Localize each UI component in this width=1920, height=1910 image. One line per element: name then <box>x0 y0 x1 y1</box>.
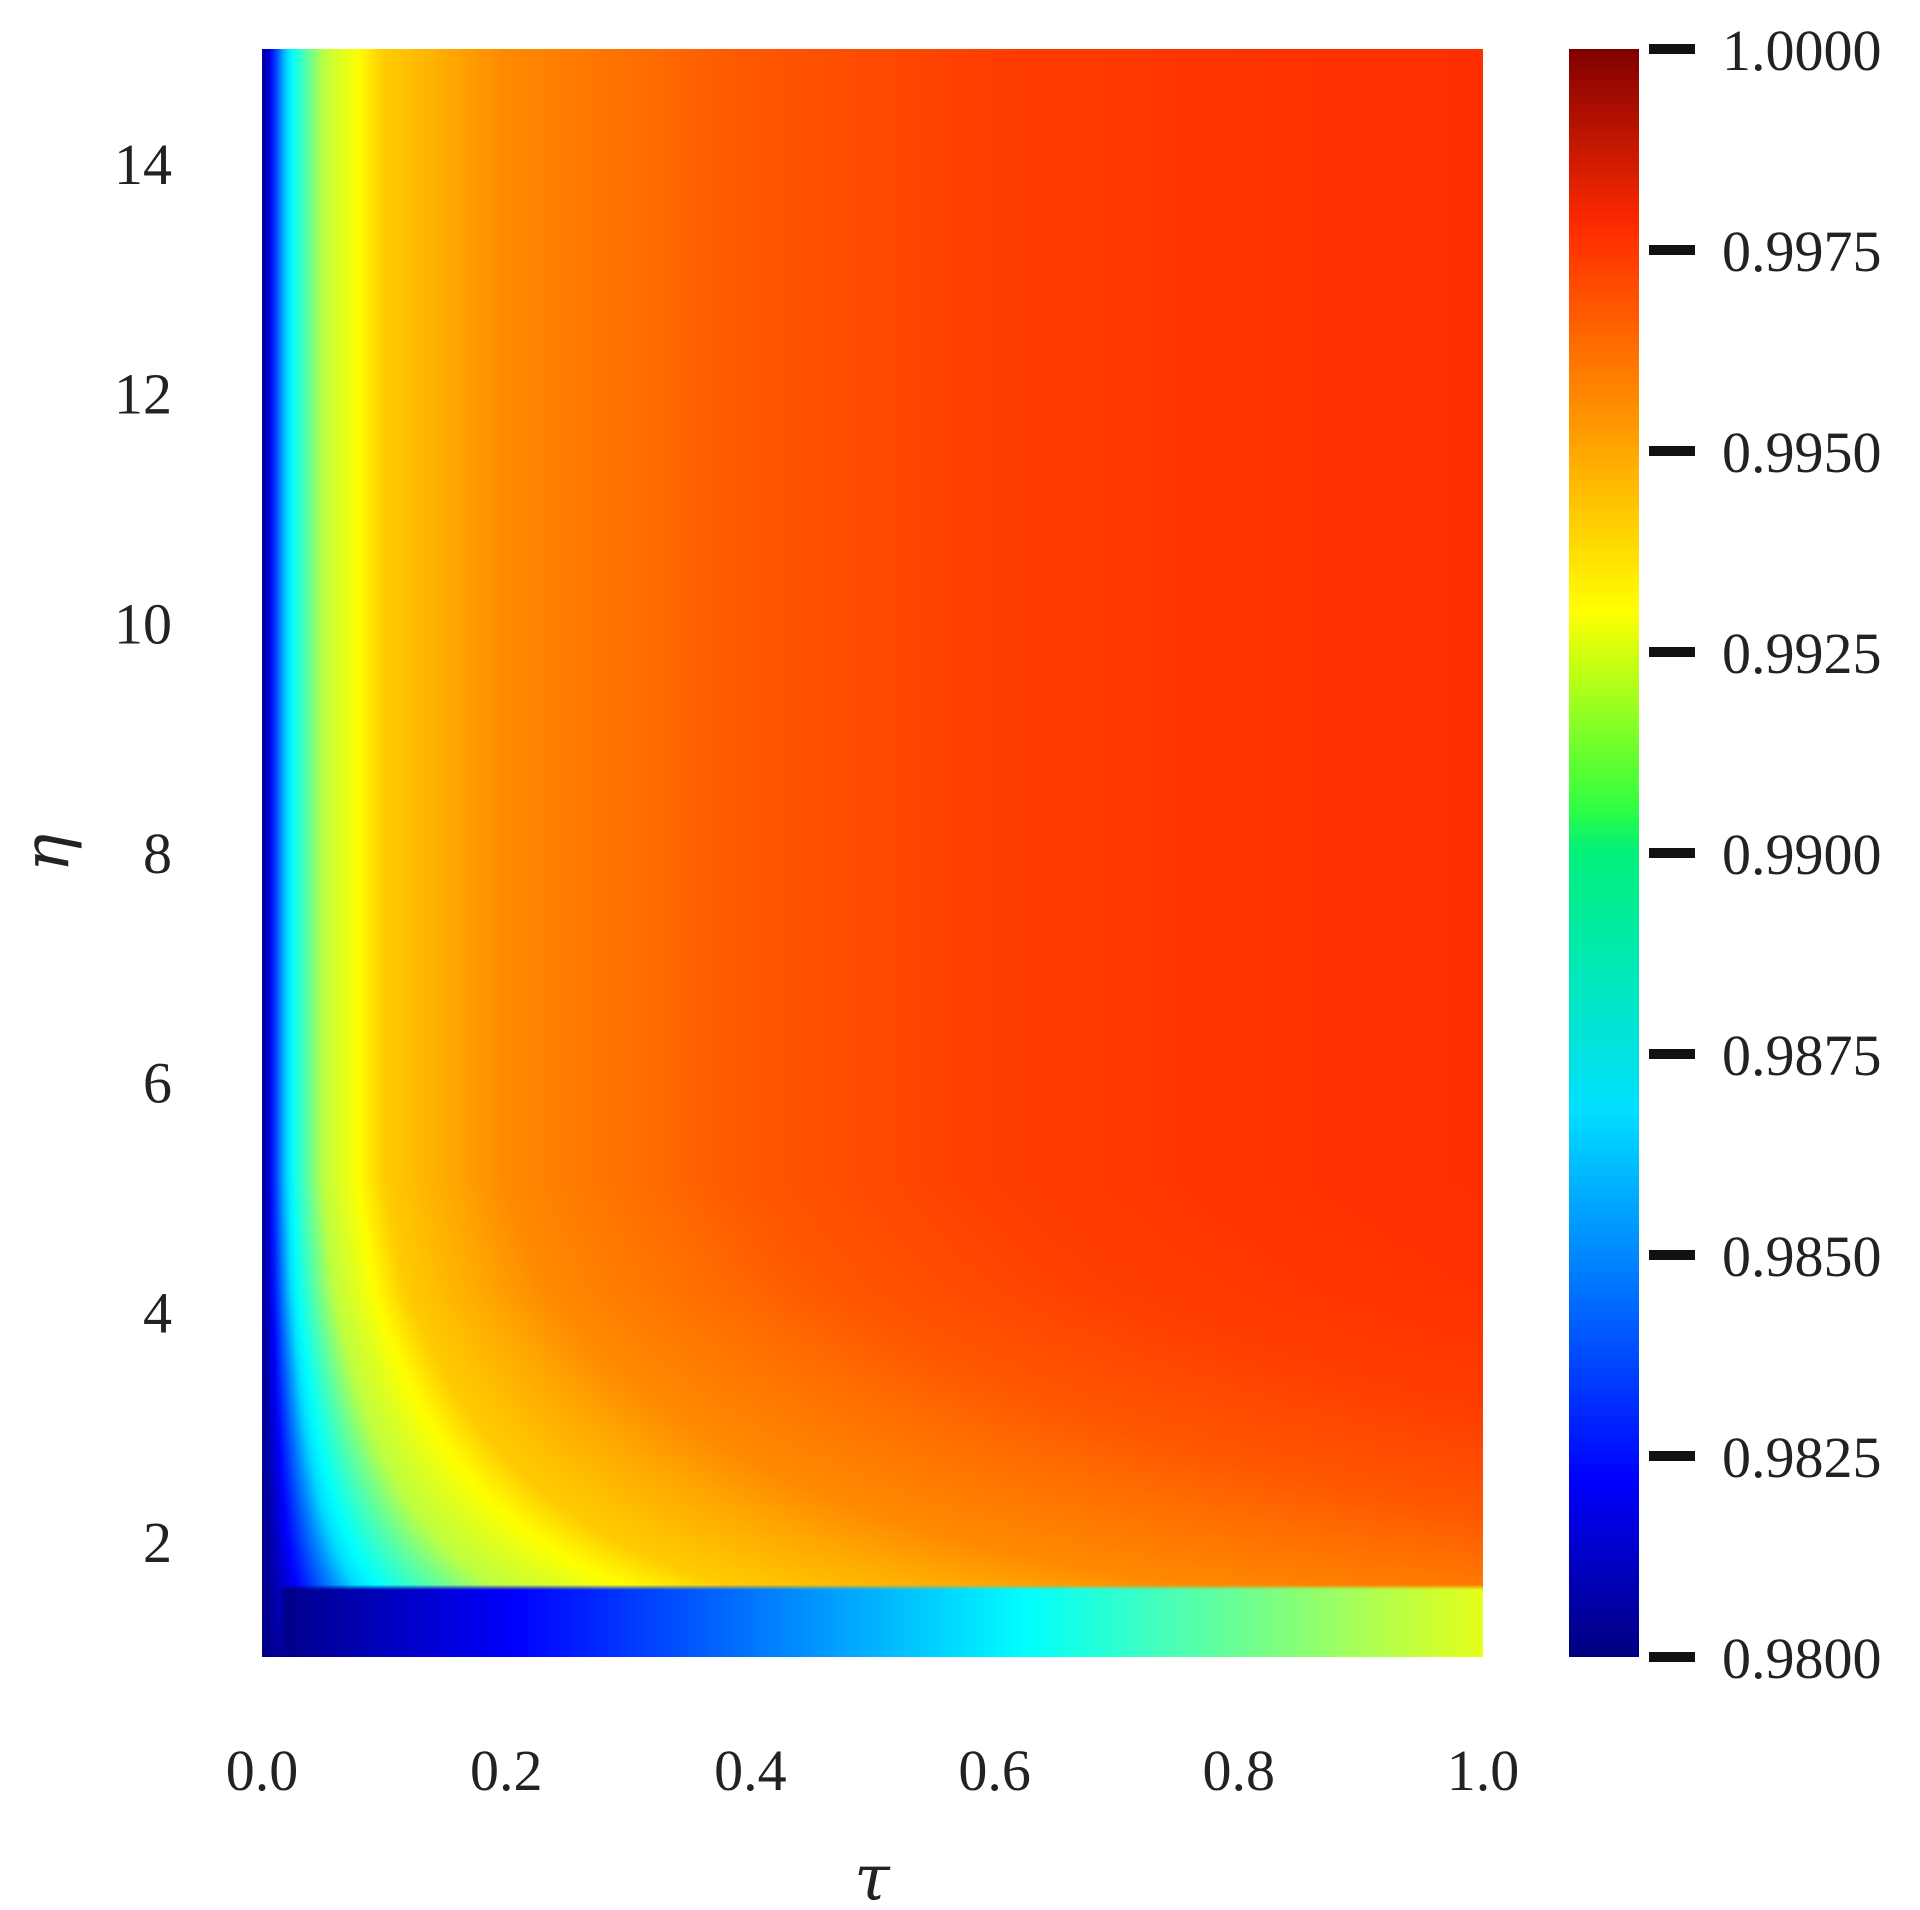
y-tick-label: 10 <box>114 591 172 656</box>
colorbar-tick-label: 0.9900 <box>1722 822 1882 887</box>
y-tick-label: 8 <box>143 821 172 886</box>
heatmap-field <box>262 49 1483 1657</box>
colorbar-tick-label: 0.9800 <box>1722 1626 1882 1691</box>
colorbar-tick-label: 0.9825 <box>1722 1425 1882 1490</box>
x-axis-label: τ <box>854 1842 891 1910</box>
y-tick-label: 14 <box>114 132 172 197</box>
y-tick-label: 6 <box>143 1051 172 1116</box>
colorbar-ticks: 0.9800 0.9825 0.9850 0.9875 0.9900 0.9925 0.99… <box>1649 18 1882 1691</box>
x-tick-label: 0.2 <box>470 1738 543 1803</box>
y-axis-ticks: 2 4 6 8 10 12 14 <box>114 132 172 1575</box>
colorbar-tick-label: 0.9875 <box>1722 1023 1882 1088</box>
colorbar-tick-label: 1.0000 <box>1722 18 1882 83</box>
y-tick-label: 2 <box>143 1510 172 1575</box>
colorbar-gradient <box>1569 49 1639 1657</box>
x-tick-label: 0.0 <box>226 1738 299 1803</box>
heatmap-plot-area <box>262 49 1483 1657</box>
colorbar-tick-label: 0.9950 <box>1722 420 1882 485</box>
y-tick-label: 12 <box>114 362 172 427</box>
colorbar: 0.9800 0.9825 0.9850 0.9875 0.9900 0.9925 0.99… <box>1569 18 1882 1691</box>
x-tick-label: 0.4 <box>714 1738 787 1803</box>
y-tick-label: 4 <box>143 1280 172 1345</box>
x-tick-label: 0.8 <box>1203 1738 1276 1803</box>
x-tick-label: 1.0 <box>1447 1738 1520 1803</box>
x-tick-label: 0.6 <box>958 1738 1031 1803</box>
x-axis-ticks: 0.0 0.2 0.4 0.6 0.8 1.0 <box>226 1738 1520 1803</box>
colorbar-tick-label: 0.9975 <box>1722 219 1882 284</box>
colorbar-tick-label: 0.9925 <box>1722 621 1882 686</box>
y-axis-label: η <box>10 834 84 872</box>
colorbar-tick-label: 0.9850 <box>1722 1224 1882 1289</box>
